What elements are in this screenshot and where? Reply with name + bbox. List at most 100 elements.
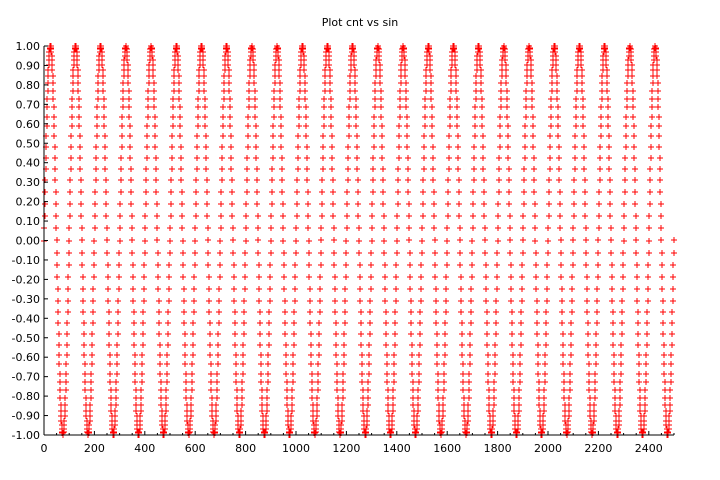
data-point xyxy=(429,133,435,139)
data-point xyxy=(203,133,209,139)
data-point xyxy=(393,298,399,304)
data-point xyxy=(485,361,491,367)
y-tick-label: 1.00 xyxy=(16,40,41,53)
data-point xyxy=(89,331,95,337)
data-point xyxy=(632,201,638,207)
data-point xyxy=(606,155,612,161)
data-point xyxy=(314,395,320,401)
data-point xyxy=(434,352,440,358)
data-point xyxy=(257,320,263,326)
data-point xyxy=(543,342,549,348)
data-point xyxy=(492,342,498,348)
data-point xyxy=(325,46,331,52)
y-tick-label: 0.50 xyxy=(16,137,41,150)
data-point xyxy=(303,133,309,139)
data-point xyxy=(106,320,112,326)
data-point xyxy=(655,88,661,94)
data-point xyxy=(367,298,373,304)
data-point xyxy=(127,144,133,150)
data-point xyxy=(516,402,522,408)
data-point xyxy=(258,361,264,367)
data-point xyxy=(295,133,301,139)
data-point xyxy=(483,262,489,268)
data-point xyxy=(169,144,175,150)
data-point xyxy=(617,387,623,393)
data-point xyxy=(656,123,662,129)
data-point xyxy=(406,213,412,219)
data-point xyxy=(144,133,150,139)
data-point xyxy=(530,123,536,129)
data-point xyxy=(195,123,201,129)
data-point xyxy=(554,88,560,94)
data-point xyxy=(522,144,528,150)
data-point xyxy=(670,274,676,280)
data-point xyxy=(118,155,124,161)
data-point xyxy=(92,189,98,195)
data-point xyxy=(201,88,207,94)
data-point xyxy=(546,213,552,219)
data-point xyxy=(290,371,296,377)
data-point xyxy=(107,352,113,358)
data-point xyxy=(523,88,529,94)
data-point xyxy=(597,166,603,172)
data-point xyxy=(201,67,207,73)
data-point xyxy=(569,309,575,315)
data-point xyxy=(584,274,590,280)
data-point xyxy=(582,189,588,195)
data-point xyxy=(606,166,612,172)
data-point xyxy=(352,80,358,86)
data-point xyxy=(382,286,388,292)
data-point xyxy=(417,309,423,315)
y-tick-label: -0.40 xyxy=(12,312,40,325)
data-point xyxy=(262,429,268,435)
data-point xyxy=(178,166,184,172)
data-point xyxy=(166,286,172,292)
data-point xyxy=(78,213,84,219)
data-point xyxy=(218,225,224,231)
data-point xyxy=(508,298,514,304)
data-point xyxy=(649,96,655,102)
data-point xyxy=(269,189,275,195)
y-tick-label: -0.30 xyxy=(12,293,40,306)
data-point xyxy=(294,177,300,183)
data-point xyxy=(646,250,652,256)
data-point xyxy=(541,402,547,408)
data-point xyxy=(396,123,402,129)
data-point xyxy=(375,45,381,51)
data-point xyxy=(278,144,284,150)
data-point xyxy=(253,144,259,150)
data-point xyxy=(118,177,124,183)
data-point xyxy=(635,331,641,337)
data-point xyxy=(645,262,651,268)
data-point xyxy=(216,298,222,304)
data-point xyxy=(644,331,650,337)
data-point xyxy=(555,104,561,110)
data-point xyxy=(433,309,439,315)
data-point xyxy=(529,88,535,94)
data-point xyxy=(671,250,677,256)
data-point xyxy=(390,387,396,393)
data-point xyxy=(636,379,642,385)
data-point xyxy=(163,408,169,414)
data-point xyxy=(370,177,376,183)
data-point xyxy=(397,104,403,110)
data-point xyxy=(316,331,322,337)
data-point xyxy=(431,225,437,231)
data-point xyxy=(544,298,550,304)
data-point xyxy=(205,237,211,243)
data-point xyxy=(660,331,666,337)
data-point xyxy=(505,155,511,161)
data-point xyxy=(308,331,314,337)
data-point xyxy=(605,96,611,102)
data-point xyxy=(547,166,553,172)
x-tick-label: 1000 xyxy=(282,442,310,455)
data-point xyxy=(377,80,383,86)
data-point xyxy=(604,88,610,94)
data-point xyxy=(177,133,183,139)
data-point xyxy=(231,274,237,280)
data-point xyxy=(440,402,446,408)
data-point xyxy=(646,238,652,244)
data-point xyxy=(94,133,100,139)
data-point xyxy=(477,62,483,68)
data-point xyxy=(460,387,466,393)
